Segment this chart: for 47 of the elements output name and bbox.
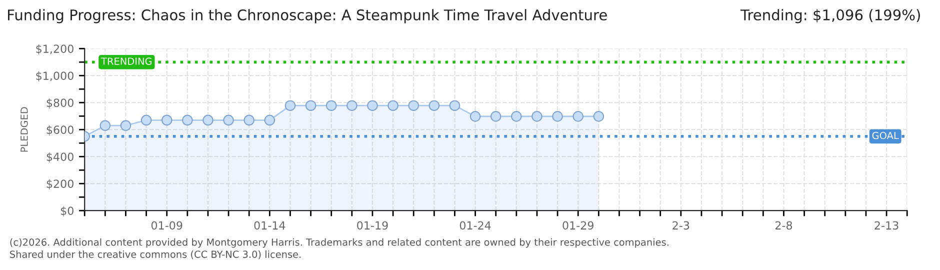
y-tick-label: $800 <box>46 98 74 108</box>
x-tick-label: 01-29 <box>562 221 594 230</box>
point <box>100 120 111 131</box>
text: (c)2026. Additional content provided by Montgomery Harris. Trademarks and related content are owned by their respective companies. <box>10 238 668 248</box>
point <box>223 114 234 126</box>
y-tick-label: $200 <box>46 179 74 190</box>
point <box>593 110 604 122</box>
y-tick-label: $1,200 <box>36 44 74 54</box>
point <box>572 110 584 122</box>
point <box>408 100 419 111</box>
point <box>120 120 132 131</box>
y-tick-label: $600 <box>46 125 74 136</box>
point <box>305 100 316 111</box>
point <box>182 114 193 126</box>
x-tick-label: 2-13 <box>874 221 898 230</box>
y-axis-title: PLEDGED <box>20 107 28 152</box>
y-tick-label: $1,000 <box>36 71 74 82</box>
x-tick-label: 2-3 <box>672 221 690 230</box>
point <box>490 110 502 122</box>
point <box>511 110 522 122</box>
point <box>161 114 172 126</box>
x-tick-label: 01-14 <box>254 221 286 230</box>
x-tick-label: 01-24 <box>460 221 491 230</box>
point <box>244 114 254 126</box>
point <box>449 100 460 111</box>
point <box>202 114 214 126</box>
text: Shared under the creative commons (CC BY-NC 3.0) license. <box>10 250 301 260</box>
point <box>284 100 296 111</box>
chart-title: Funding Progress: Chaos in the Chronoscape: A Steampunk Time Travel Adventure <box>8 9 607 24</box>
point <box>552 110 563 122</box>
y-tick-label: $0 <box>60 206 74 216</box>
x-tick-label: 2-8 <box>775 221 792 230</box>
point <box>140 114 152 126</box>
point <box>428 100 440 111</box>
point <box>346 100 358 111</box>
point <box>367 100 378 111</box>
point <box>532 110 542 122</box>
point <box>264 114 276 126</box>
point <box>326 100 337 111</box>
x-tick-label: 01-19 <box>357 221 388 230</box>
chart-subtitle: Trending: $1,096 (199%) <box>740 9 920 24</box>
point <box>470 110 481 122</box>
point <box>388 100 398 111</box>
ref-line-label: TRENDING <box>101 58 152 65</box>
ref-line-label: GOAL <box>872 132 899 140</box>
y-tick-label: $400 <box>46 152 74 162</box>
x-tick-label: 01-09 <box>151 221 182 230</box>
